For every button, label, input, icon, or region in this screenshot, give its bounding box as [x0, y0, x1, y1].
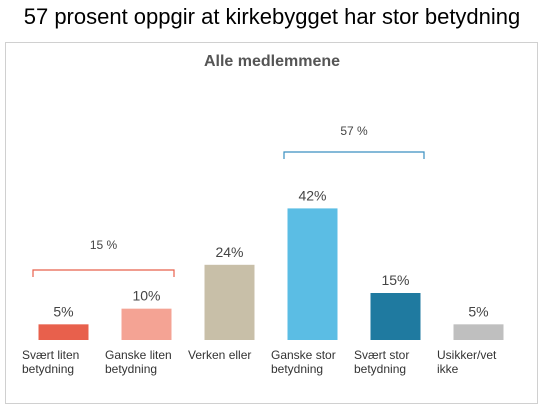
x-tick-label: Ganske liten betydning [105, 348, 172, 376]
bar [38, 324, 89, 340]
x-tick-label: Ganske stor betydning [271, 348, 336, 376]
page-title: 57 prosent oppgir at kirkebygget har sto… [23, 4, 521, 29]
bar [453, 324, 504, 340]
annotation: 15 % [90, 238, 118, 252]
value-label: 5% [53, 303, 73, 319]
bar [370, 293, 421, 340]
x-tick-label: Verken eller [188, 348, 252, 362]
bar [204, 264, 255, 340]
value-label: 24% [215, 244, 243, 260]
bracket [283, 151, 425, 159]
chart-frame [5, 42, 538, 404]
value-label: 5% [468, 303, 488, 319]
bar [287, 208, 338, 340]
bar [121, 308, 172, 340]
x-tick-label: Svært stor betydning [354, 348, 410, 376]
chart-title: Alle medlemmene [204, 53, 340, 70]
value-label: 15% [381, 272, 409, 288]
annotation: 57 % [340, 124, 368, 138]
x-tick-label: Svært liten betydning [22, 348, 80, 376]
value-label: 10% [132, 288, 160, 304]
bracket [32, 269, 175, 277]
x-tick-label: Usikker/vet ikke [437, 348, 497, 376]
value-label: 42% [298, 187, 326, 203]
